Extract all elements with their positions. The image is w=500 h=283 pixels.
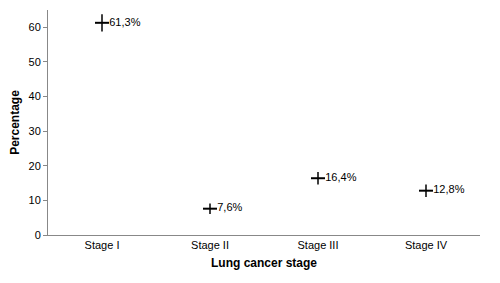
svg-text:Stage IV: Stage IV	[405, 239, 448, 251]
svg-text:Stage I: Stage I	[85, 239, 120, 251]
svg-text:50: 50	[29, 56, 41, 68]
svg-text:Percentage: Percentage	[8, 90, 22, 155]
svg-text:16,4%: 16,4%	[325, 171, 356, 183]
svg-text:30: 30	[29, 125, 41, 137]
svg-text:61,3%: 61,3%	[109, 16, 140, 28]
svg-text:10: 10	[29, 194, 41, 206]
svg-text:20: 20	[29, 160, 41, 172]
svg-text:7,6%: 7,6%	[217, 201, 242, 213]
svg-text:60: 60	[29, 21, 41, 33]
svg-text:0: 0	[35, 229, 41, 241]
svg-text:12,8%: 12,8%	[433, 183, 464, 195]
svg-text:Lung cancer stage: Lung cancer stage	[211, 256, 317, 270]
svg-text:Stage II: Stage II	[191, 239, 229, 251]
svg-text:Stage III: Stage III	[298, 239, 339, 251]
svg-text:40: 40	[29, 90, 41, 102]
